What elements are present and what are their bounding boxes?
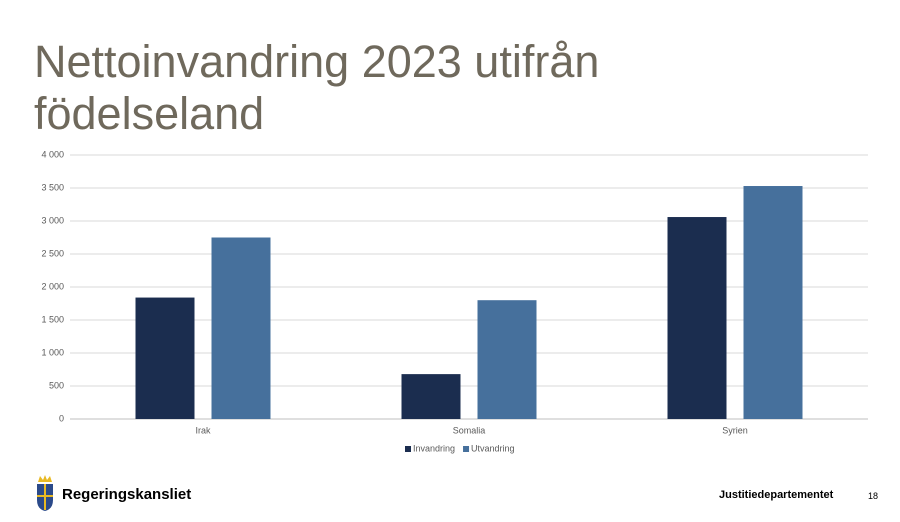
y-tick-label: 1 500 xyxy=(41,314,64,324)
department: Justitiedepartementet xyxy=(719,489,834,501)
y-tick-label: 3 000 xyxy=(41,215,64,225)
x-tick-label: Somalia xyxy=(453,425,486,435)
y-tick-label: 2 000 xyxy=(41,281,64,291)
bar xyxy=(477,300,537,419)
x-tick-label: Syrien xyxy=(722,425,748,435)
page-number: 18 xyxy=(868,491,879,501)
bar xyxy=(743,186,803,419)
y-tick-label: 4 000 xyxy=(41,149,64,159)
y-tick-label: 1 000 xyxy=(41,347,64,357)
y-tick-label: 0 xyxy=(59,413,64,423)
y-tick-label: 3 500 xyxy=(41,182,64,192)
x-tick-label: Irak xyxy=(195,425,211,435)
logo xyxy=(37,475,53,511)
legend-label: Utvandring xyxy=(471,443,515,453)
legend-swatch xyxy=(463,446,470,452)
y-tick-label: 500 xyxy=(49,380,64,390)
y-tick-label: 2 500 xyxy=(41,248,64,258)
bar xyxy=(667,217,727,419)
legend-label: Invandring xyxy=(413,443,455,453)
bar xyxy=(135,297,195,419)
bar xyxy=(401,374,461,419)
bar xyxy=(211,237,271,419)
chart-title: Nettoinvandring 2023 utifrån födelseland xyxy=(34,36,600,139)
organization: Regeringskansliet xyxy=(62,486,192,503)
legend-swatch xyxy=(405,446,411,452)
